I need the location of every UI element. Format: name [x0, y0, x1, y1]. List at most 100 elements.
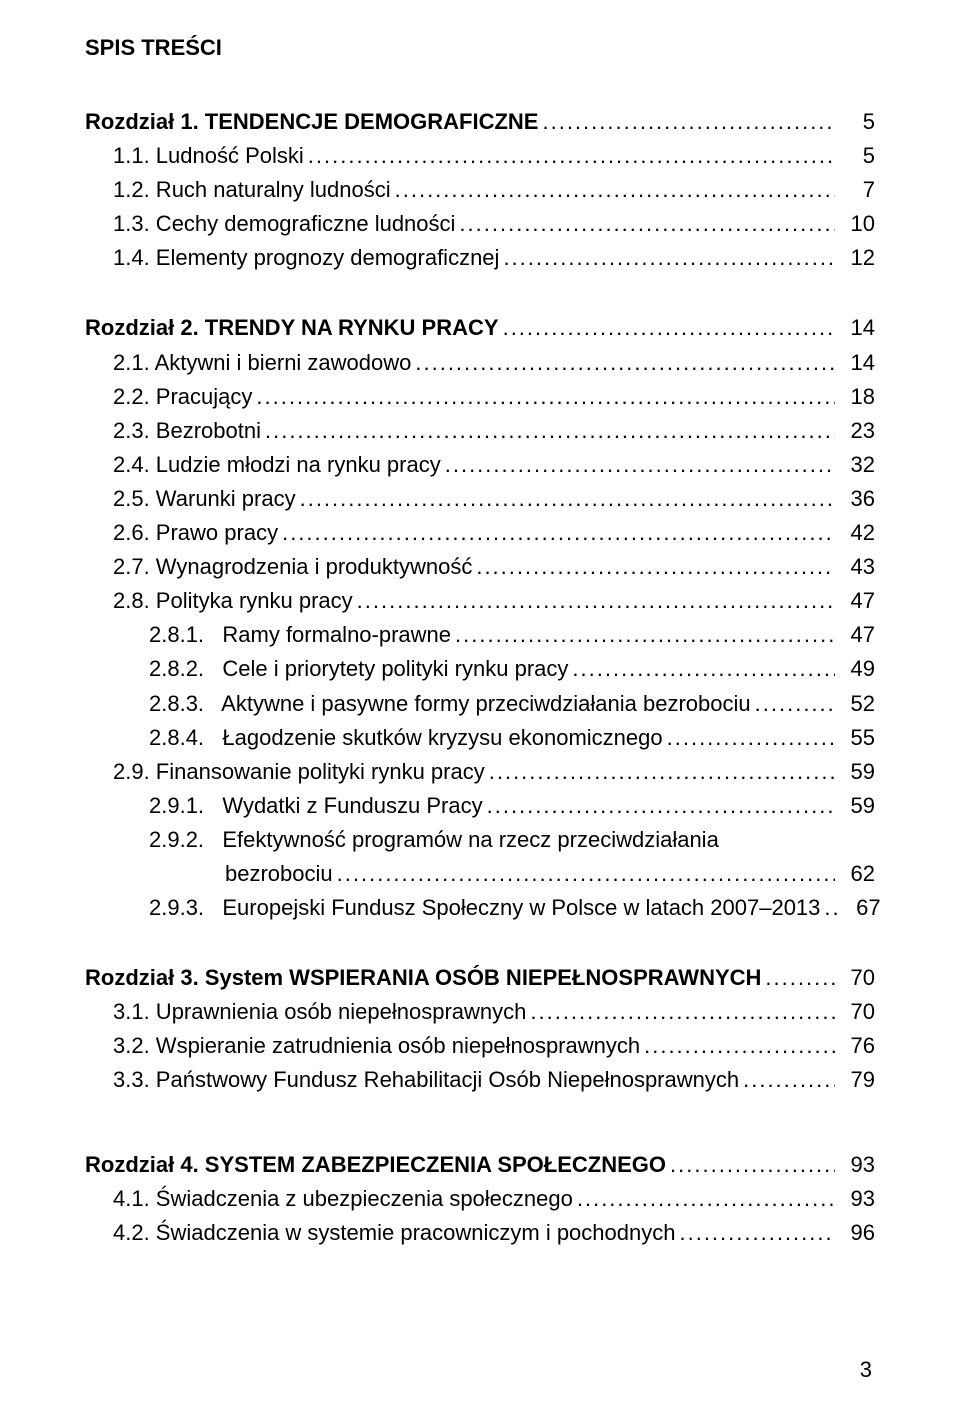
chapter-page: 14 — [839, 311, 875, 345]
leader: .. — [824, 891, 840, 925]
toc-page: 18 — [839, 380, 875, 414]
page-number: 3 — [860, 1357, 872, 1383]
toc-label: 3.1. Uprawnienia osób niepełnosprawnych — [113, 995, 526, 1029]
leader: ........................................… — [357, 584, 835, 618]
leader: ........................................… — [395, 173, 835, 207]
toc-label: bezrobociu — [225, 857, 333, 891]
toc-label: 2.9.3. Europejski Fundusz Społeczny w Po… — [149, 891, 820, 925]
toc-page: 67 — [845, 891, 881, 925]
chapter-heading-row: Rozdział 3. System WSPIERANIA OSÓB NIEPE… — [85, 961, 875, 995]
toc-page: 23 — [839, 414, 875, 448]
toc-page: 5 — [839, 139, 875, 173]
toc-row: 1.2. Ruch naturalny ludności ...........… — [85, 173, 875, 207]
toc-row-continuation: bezrobociu .............................… — [85, 857, 875, 891]
toc-page: 32 — [839, 448, 875, 482]
toc-row: 2.1. Aktywni i bierni zawodowo .........… — [85, 346, 875, 380]
leader: ........................................… — [445, 448, 835, 482]
spacer — [85, 1098, 875, 1134]
chapter-title: System WSPIERANIA OSÓB NIEPEŁNOSPRAWNYCH — [205, 961, 762, 995]
spacer — [85, 925, 875, 961]
toc-page: 62 — [839, 857, 875, 891]
toc-page: 7 — [839, 173, 875, 207]
leader: ........................................… — [487, 789, 835, 823]
toc-label: 1.3. Cechy demograficzne ludności — [113, 207, 455, 241]
chapter-heading-row: Rozdział 2. TRENDY NA RYNKU PRACY ......… — [85, 311, 875, 345]
toc-row: 3.1. Uprawnienia osób niepełnosprawnych … — [85, 995, 875, 1029]
leader: ........................................… — [459, 207, 835, 241]
toc-label: 2.8.4. Łagodzenie skutków kryzysu ekonom… — [149, 721, 663, 755]
leader: ........................................… — [577, 1182, 835, 1216]
toc-label: 2.1. Aktywni i bierni zawodowo — [113, 346, 411, 380]
leader: ........................................… — [572, 652, 835, 686]
toc-row: 2.8. Polityka rynku pracy ..............… — [85, 584, 875, 618]
leader: ........................................… — [670, 1148, 835, 1182]
toc-label: 2.4. Ludzie młodzi na rynku pracy — [113, 448, 441, 482]
document-title: SPIS TREŚCI — [85, 35, 875, 61]
toc-page: 76 — [839, 1029, 875, 1063]
toc-row: 2.5. Warunki pracy .....................… — [85, 482, 875, 516]
toc-page: 59 — [839, 789, 875, 823]
toc-label: 1.2. Ruch naturalny ludności — [113, 173, 391, 207]
chapter-title: SYSTEM ZABEZPIECZENIA SPOŁECZNEGO — [205, 1148, 666, 1182]
toc-label: 2.8.2. Cele i priorytety polityki rynku … — [149, 652, 568, 686]
toc-row: 2.9. Finansowanie polityki rynku pracy .… — [85, 755, 875, 789]
toc-label: 2.2. Pracujący — [113, 380, 252, 414]
leader: ........................................… — [256, 380, 835, 414]
toc-page: 12 — [839, 241, 875, 275]
toc-label: 2.9.2. Efektywność programów na rzecz pr… — [149, 823, 719, 857]
toc-row: 3.3. Państwowy Fundusz Rehabilitacji Osó… — [85, 1063, 875, 1097]
toc-page: 49 — [839, 652, 875, 686]
toc-row: 2.6. Prawo pracy .......................… — [85, 516, 875, 550]
toc-page: 47 — [839, 584, 875, 618]
leader: ........................................… — [755, 687, 835, 721]
leader: ........................................… — [415, 346, 835, 380]
toc-row: 1.3. Cechy demograficzne ludności ......… — [85, 207, 875, 241]
leader: ........................................… — [667, 721, 835, 755]
toc-page: 52 — [839, 687, 875, 721]
toc-row: 2.8.4. Łagodzenie skutków kryzysu ekonom… — [85, 721, 875, 755]
toc-page: 79 — [839, 1063, 875, 1097]
toc-label: 1.4. Elementy prognozy demograficznej — [113, 241, 499, 275]
toc-row: 1.4. Elementy prognozy demograficznej ..… — [85, 241, 875, 275]
toc-label: 3.3. Państwowy Fundusz Rehabilitacji Osó… — [113, 1063, 739, 1097]
leader: ........................................… — [308, 139, 835, 173]
toc-row: 2.2. Pracujący .........................… — [85, 380, 875, 414]
toc-row: 1.1. Ludność Polski ....................… — [85, 139, 875, 173]
toc-label: 4.2. Świadczenia w systemie pracowniczym… — [113, 1216, 675, 1250]
chapter-page: 70 — [839, 961, 875, 995]
chapter-heading-row: Rozdział 1. TENDENCJE DEMOGRAFICZNE ....… — [85, 105, 875, 139]
chapter-page: 93 — [839, 1148, 875, 1182]
chapter-title: TRENDY NA RYNKU PRACY — [205, 311, 499, 345]
leader: ........................................… — [765, 961, 835, 995]
leader: ........................................… — [503, 241, 835, 275]
leader: ........................................… — [476, 550, 835, 584]
toc-row: 2.4. Ludzie młodzi na rynku pracy ......… — [85, 448, 875, 482]
toc-row: 2.7. Wynagrodzenia i produktywność .....… — [85, 550, 875, 584]
toc-row: 2.9.2. Efektywność programów na rzecz pr… — [85, 823, 875, 857]
toc-label: 2.9. Finansowanie polityki rynku pracy — [113, 755, 485, 789]
chapter-heading-row: Rozdział 4. SYSTEM ZABEZPIECZENIA SPOŁEC… — [85, 1148, 875, 1182]
spacer — [85, 1134, 875, 1148]
spacer — [85, 275, 875, 311]
leader: ........................................… — [644, 1029, 835, 1063]
leader: ........................................… — [679, 1216, 835, 1250]
toc-row: 2.8.3. Aktywne i pasywne formy przeciwdz… — [85, 687, 875, 721]
chapter-prefix: Rozdział 3. — [85, 961, 205, 995]
leader: ........................................… — [743, 1063, 835, 1097]
toc-page: 47 — [839, 618, 875, 652]
chapter-prefix: Rozdział 1. — [85, 105, 205, 139]
toc-page: 36 — [839, 482, 875, 516]
chapter-title: TENDENCJE DEMOGRAFICZNE — [205, 105, 539, 139]
toc-label: 2.8.1. Ramy formalno-prawne — [149, 618, 451, 652]
toc-page: 55 — [839, 721, 875, 755]
toc-page: 14 — [839, 346, 875, 380]
toc-label: 1.1. Ludność Polski — [113, 139, 304, 173]
toc-label: 2.8. Polityka rynku pracy — [113, 584, 353, 618]
toc-label: 2.7. Wynagrodzenia i produktywność — [113, 550, 472, 584]
toc-row: 2.8.1. Ramy formalno-prawne ............… — [85, 618, 875, 652]
chapter-page: 5 — [839, 105, 875, 139]
leader: ........................................… — [489, 755, 835, 789]
leader: ........................................… — [455, 618, 835, 652]
toc-page: 96 — [839, 1216, 875, 1250]
toc-label: 2.8.3. Aktywne i pasywne formy przeciwdz… — [149, 687, 751, 721]
